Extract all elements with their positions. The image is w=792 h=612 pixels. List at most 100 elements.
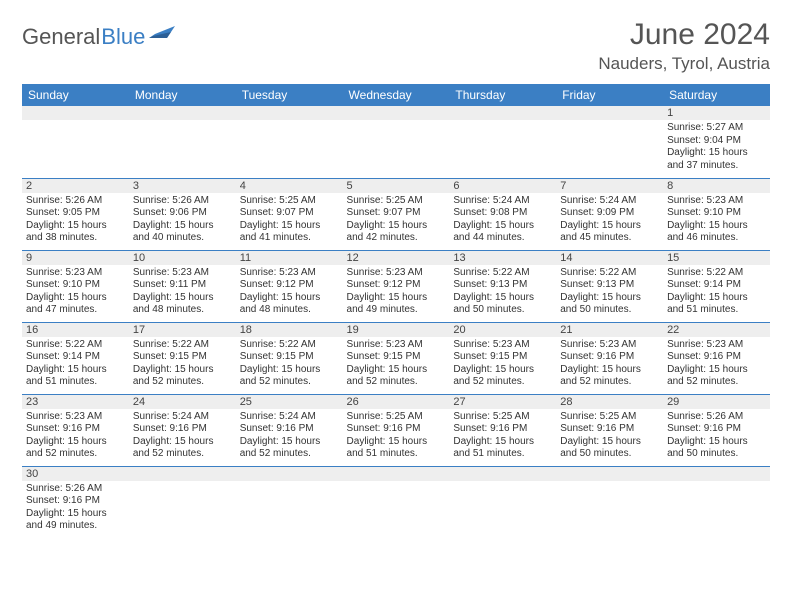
daylight-text: Daylight: 15 hours and 52 minutes. — [240, 436, 339, 461]
sunrise-text: Sunrise: 5:22 AM — [560, 267, 659, 280]
daylight-text: Daylight: 15 hours and 45 minutes. — [560, 220, 659, 245]
day-detail: Sunrise: 5:27 AMSunset: 9:04 PMDaylight:… — [663, 120, 770, 174]
day-detail: Sunrise: 5:22 AMSunset: 9:13 PMDaylight:… — [556, 265, 663, 319]
sunrise-text: Sunrise: 5:24 AM — [240, 411, 339, 424]
calendar-cell — [343, 466, 450, 538]
sunrise-text: Sunrise: 5:23 AM — [240, 267, 339, 280]
daylight-text: Daylight: 15 hours and 52 minutes. — [560, 364, 659, 389]
brand-part2: Blue — [101, 24, 145, 50]
daylight-text: Daylight: 15 hours and 37 minutes. — [667, 147, 766, 172]
calendar-cell — [449, 466, 556, 538]
calendar-cell: 28Sunrise: 5:25 AMSunset: 9:16 PMDayligh… — [556, 394, 663, 466]
calendar-cell — [343, 106, 450, 178]
sunset-text: Sunset: 9:07 PM — [347, 207, 446, 220]
calendar-cell: 27Sunrise: 5:25 AMSunset: 9:16 PMDayligh… — [449, 394, 556, 466]
day-detail: Sunrise: 5:25 AMSunset: 9:16 PMDaylight:… — [556, 409, 663, 463]
sunrise-text: Sunrise: 5:23 AM — [667, 195, 766, 208]
calendar-cell: 3Sunrise: 5:26 AMSunset: 9:06 PMDaylight… — [129, 178, 236, 250]
sunset-text: Sunset: 9:06 PM — [133, 207, 232, 220]
sunset-text: Sunset: 9:13 PM — [560, 279, 659, 292]
daylight-text: Daylight: 15 hours and 50 minutes. — [560, 292, 659, 317]
day-detail: Sunrise: 5:22 AMSunset: 9:14 PMDaylight:… — [22, 337, 129, 391]
day-detail: Sunrise: 5:22 AMSunset: 9:15 PMDaylight:… — [129, 337, 236, 391]
day-number: 13 — [449, 251, 556, 265]
sunset-text: Sunset: 9:16 PM — [453, 423, 552, 436]
day-number: 1 — [663, 106, 770, 120]
sunrise-text: Sunrise: 5:25 AM — [347, 195, 446, 208]
daylight-text: Daylight: 15 hours and 52 minutes. — [133, 364, 232, 389]
day-number — [663, 467, 770, 481]
day-number: 12 — [343, 251, 450, 265]
day-detail: Sunrise: 5:22 AMSunset: 9:15 PMDaylight:… — [236, 337, 343, 391]
day-number — [449, 467, 556, 481]
day-number: 19 — [343, 323, 450, 337]
day-detail: Sunrise: 5:24 AMSunset: 9:09 PMDaylight:… — [556, 193, 663, 247]
sunrise-text: Sunrise: 5:24 AM — [453, 195, 552, 208]
day-number — [236, 106, 343, 120]
day-detail: Sunrise: 5:23 AMSunset: 9:12 PMDaylight:… — [236, 265, 343, 319]
calendar-cell: 11Sunrise: 5:23 AMSunset: 9:12 PMDayligh… — [236, 250, 343, 322]
daylight-text: Daylight: 15 hours and 47 minutes. — [26, 292, 125, 317]
sunset-text: Sunset: 9:13 PM — [453, 279, 552, 292]
location-text: Nauders, Tyrol, Austria — [598, 54, 770, 74]
sunrise-text: Sunrise: 5:22 AM — [133, 339, 232, 352]
daylight-text: Daylight: 15 hours and 42 minutes. — [347, 220, 446, 245]
sunset-text: Sunset: 9:16 PM — [26, 423, 125, 436]
sunrise-text: Sunrise: 5:23 AM — [347, 267, 446, 280]
day-header: Saturday — [663, 84, 770, 106]
calendar-week: 30Sunrise: 5:26 AMSunset: 9:16 PMDayligh… — [22, 466, 770, 538]
sunset-text: Sunset: 9:10 PM — [667, 207, 766, 220]
calendar-cell: 1Sunrise: 5:27 AMSunset: 9:04 PMDaylight… — [663, 106, 770, 178]
calendar-cell: 22Sunrise: 5:23 AMSunset: 9:16 PMDayligh… — [663, 322, 770, 394]
day-number: 8 — [663, 179, 770, 193]
day-detail: Sunrise: 5:23 AMSunset: 9:16 PMDaylight:… — [22, 409, 129, 463]
daylight-text: Daylight: 15 hours and 51 minutes. — [667, 292, 766, 317]
daylight-text: Daylight: 15 hours and 49 minutes. — [26, 508, 125, 533]
day-detail: Sunrise: 5:26 AMSunset: 9:06 PMDaylight:… — [129, 193, 236, 247]
calendar-cell — [236, 106, 343, 178]
calendar-cell — [129, 106, 236, 178]
day-number: 3 — [129, 179, 236, 193]
day-number: 18 — [236, 323, 343, 337]
daylight-text: Daylight: 15 hours and 50 minutes. — [560, 436, 659, 461]
day-number: 25 — [236, 395, 343, 409]
sunrise-text: Sunrise: 5:25 AM — [240, 195, 339, 208]
day-number: 28 — [556, 395, 663, 409]
calendar-week: 2Sunrise: 5:26 AMSunset: 9:05 PMDaylight… — [22, 178, 770, 250]
sunrise-text: Sunrise: 5:24 AM — [560, 195, 659, 208]
day-detail: Sunrise: 5:23 AMSunset: 9:15 PMDaylight:… — [449, 337, 556, 391]
sunset-text: Sunset: 9:12 PM — [347, 279, 446, 292]
sunrise-text: Sunrise: 5:23 AM — [133, 267, 232, 280]
day-number: 2 — [22, 179, 129, 193]
day-number: 4 — [236, 179, 343, 193]
day-number — [129, 467, 236, 481]
calendar-cell: 9Sunrise: 5:23 AMSunset: 9:10 PMDaylight… — [22, 250, 129, 322]
day-number: 30 — [22, 467, 129, 481]
daylight-text: Daylight: 15 hours and 52 minutes. — [453, 364, 552, 389]
calendar-cell: 14Sunrise: 5:22 AMSunset: 9:13 PMDayligh… — [556, 250, 663, 322]
sunset-text: Sunset: 9:12 PM — [240, 279, 339, 292]
sunset-text: Sunset: 9:11 PM — [133, 279, 232, 292]
flag-icon — [149, 24, 175, 47]
day-detail: Sunrise: 5:23 AMSunset: 9:10 PMDaylight:… — [22, 265, 129, 319]
day-number: 5 — [343, 179, 450, 193]
sunrise-text: Sunrise: 5:26 AM — [26, 195, 125, 208]
sunset-text: Sunset: 9:15 PM — [133, 351, 232, 364]
daylight-text: Daylight: 15 hours and 52 minutes. — [667, 364, 766, 389]
daylight-text: Daylight: 15 hours and 44 minutes. — [453, 220, 552, 245]
daylight-text: Daylight: 15 hours and 51 minutes. — [347, 436, 446, 461]
day-number: 24 — [129, 395, 236, 409]
day-header: Monday — [129, 84, 236, 106]
day-header: Sunday — [22, 84, 129, 106]
sunset-text: Sunset: 9:15 PM — [347, 351, 446, 364]
sunset-text: Sunset: 9:16 PM — [667, 351, 766, 364]
calendar-cell — [22, 106, 129, 178]
sunset-text: Sunset: 9:04 PM — [667, 135, 766, 148]
calendar-cell — [449, 106, 556, 178]
day-detail: Sunrise: 5:23 AMSunset: 9:11 PMDaylight:… — [129, 265, 236, 319]
day-number: 16 — [22, 323, 129, 337]
sunset-text: Sunset: 9:16 PM — [667, 423, 766, 436]
brand-logo: General Blue — [22, 24, 175, 50]
day-number: 22 — [663, 323, 770, 337]
daylight-text: Daylight: 15 hours and 48 minutes. — [240, 292, 339, 317]
